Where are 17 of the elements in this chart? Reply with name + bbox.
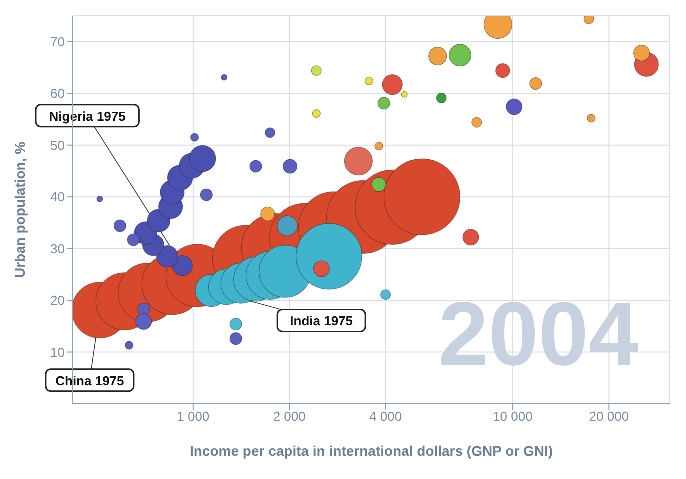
annotation: China 1975 bbox=[56, 373, 124, 388]
y-axis-title: Urban population, % bbox=[12, 141, 28, 278]
annotation: India 1975 bbox=[290, 314, 354, 329]
x-tick-label: 1 000 bbox=[177, 409, 210, 424]
y-tick-label: 70 bbox=[50, 34, 65, 50]
y-tick-label: 40 bbox=[50, 190, 65, 205]
y-tick-label: 60 bbox=[50, 86, 65, 102]
annotation: Nigeria 1975 bbox=[49, 108, 126, 124]
y-tick-label: 20 bbox=[50, 293, 65, 308]
y-tick-label: 10 bbox=[50, 344, 65, 360]
x-tick-label: 10 000 bbox=[493, 409, 533, 424]
x-tick-label: 4 000 bbox=[370, 409, 402, 424]
y-tick-label: 30 bbox=[50, 241, 65, 256]
x-axis-title: Income per capita in international dollars (GNP or GNI) bbox=[190, 443, 554, 459]
x-tick-label: 20 000 bbox=[589, 409, 630, 424]
y-tick-label: 50 bbox=[50, 138, 65, 153]
x-tick-label: 2 000 bbox=[273, 409, 306, 424]
